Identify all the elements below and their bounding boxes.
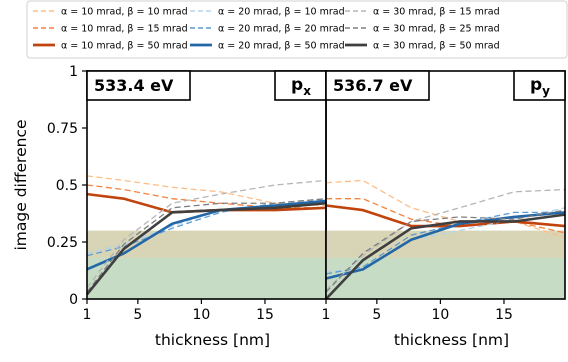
energy-label: 536.7 eV xyxy=(326,71,429,100)
legend-label: α = 20 mrad, β = 20 mrad xyxy=(218,24,345,35)
threshold-band-2 xyxy=(87,258,326,299)
y-tick-label: 1 xyxy=(69,64,78,80)
y-tick-label: 0.75 xyxy=(47,121,78,137)
x-axis-label: thickness [nm] xyxy=(394,331,509,349)
x-tick-label: 1 xyxy=(83,307,92,323)
legend-label: α = 10 mrad, β = 50 mrad xyxy=(61,41,188,52)
y-tick-label: 0 xyxy=(69,292,78,308)
energy-label-text: 533.4 eV xyxy=(94,76,174,95)
x-tick-label: 10 xyxy=(193,307,211,323)
legend-label: α = 10 mrad, β = 10 mrad xyxy=(61,7,188,18)
y-tick-label: 0.25 xyxy=(47,235,78,251)
y-axis-label: image difference xyxy=(12,119,30,250)
legend-label: α = 30 mrad, β = 25 mrad xyxy=(373,24,500,35)
orbital-base: p xyxy=(530,75,542,95)
orbital-label: px xyxy=(275,71,326,100)
orbital-label: py xyxy=(514,71,565,100)
threshold-band-2 xyxy=(326,258,565,299)
legend-label: α = 30 mrad, β = 50 mrad xyxy=(373,41,500,52)
orbital-subscript: x xyxy=(303,84,311,98)
x-tick-label: 5 xyxy=(133,307,142,323)
orbital-subscript: y xyxy=(542,84,550,98)
legend-label: α = 20 mrad, β = 50 mrad xyxy=(218,41,345,52)
y-tick-label: 0.5 xyxy=(56,178,78,194)
x-tick-label: 5 xyxy=(372,307,381,323)
energy-label-text: 536.7 eV xyxy=(333,76,413,95)
legend-label: α = 20 mrad, β = 10 mrad xyxy=(218,7,345,18)
legend: α = 10 mrad, β = 10 mrad α = 10 mrad, β =… xyxy=(27,1,567,58)
legend-label: α = 10 mrad, β = 15 mrad xyxy=(61,24,188,35)
x-axis-label: thickness [nm] xyxy=(155,331,270,349)
series-line-1 xyxy=(87,176,326,206)
orbital-base: p xyxy=(291,75,303,95)
x-tick-label: 15 xyxy=(256,307,274,323)
x-tick-label: 1 xyxy=(322,307,331,323)
energy-label: 533.4 eV xyxy=(87,71,190,100)
x-tick-label: 10 xyxy=(432,307,450,323)
legend-label: α = 30 mrad, β = 15 mrad xyxy=(373,7,500,18)
x-tick-label: 15 xyxy=(495,307,513,323)
